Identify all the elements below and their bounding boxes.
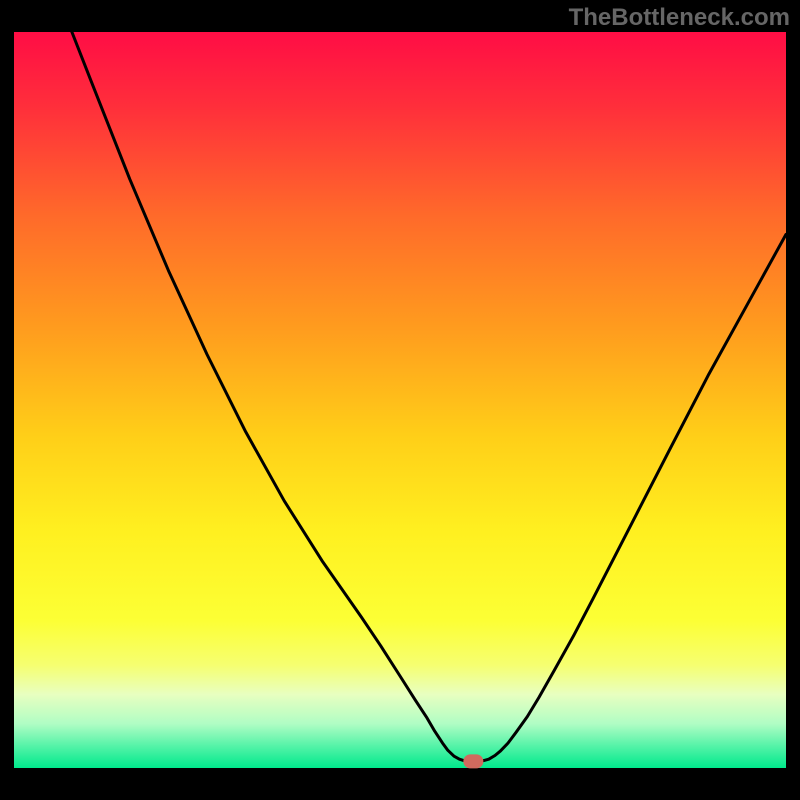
chart-container: TheBottleneck.com (0, 0, 800, 800)
watermark-text: TheBottleneck.com (569, 4, 790, 32)
plot-background (14, 32, 786, 768)
optimal-marker (463, 754, 483, 768)
bottleneck-chart (0, 0, 800, 800)
